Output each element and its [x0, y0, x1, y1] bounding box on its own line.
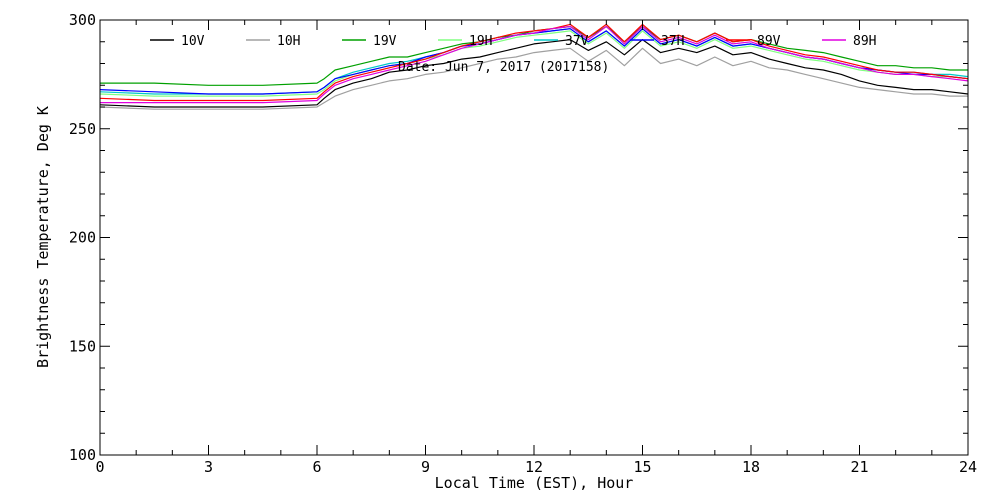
tick-layer: 0 3 6 9 12 15 18 21 24 100 150 200 250 300 — [69, 11, 977, 476]
series-layer — [99, 23, 969, 110]
legend: 10V 10H 19V 19H 37V 37H 89V 89H — [150, 34, 876, 49]
legend-label-10v: 10V — [181, 34, 205, 49]
legend-label-89v: 89V — [757, 34, 781, 49]
x-tick-label: 0 — [95, 458, 104, 476]
y-tick-label: 200 — [69, 229, 96, 247]
x-tick-label: 21 — [850, 458, 868, 476]
y-axis-label: Brightness Temperature, Deg K — [34, 106, 52, 368]
x-tick-label: 18 — [742, 458, 760, 476]
series-line-19v — [100, 25, 968, 86]
legend-label-19v: 19V — [373, 34, 397, 49]
series-line-10v — [99, 38, 969, 108]
x-tick-label: 15 — [633, 458, 651, 476]
series-line-10h — [99, 47, 968, 110]
legend-label-89h: 89H — [853, 34, 876, 49]
x-axis-label: Local Time (EST), Hour — [435, 474, 634, 492]
x-tick-label: 9 — [421, 458, 430, 476]
chart-subtitle: Date: Jun 7, 2017 (2017158) — [398, 60, 609, 75]
y-tick-label: 150 — [69, 337, 96, 355]
series-line-89v — [99, 23, 969, 102]
y-tick-label: 250 — [69, 120, 96, 138]
y-tick-label: 300 — [69, 11, 96, 29]
legend-label-37v: 37V — [565, 34, 589, 49]
legend-label-37h: 37H — [661, 34, 684, 49]
x-tick-label: 3 — [204, 458, 213, 476]
x-tick-label: 12 — [525, 458, 543, 476]
legend-label-10h: 10H — [277, 34, 300, 49]
series-line-89h — [100, 25, 969, 104]
y-tick-label: 100 — [69, 446, 96, 464]
x-tick-label: 24 — [959, 458, 977, 476]
x-tick-label: 6 — [312, 458, 321, 476]
legend-label-19h: 19H — [469, 34, 492, 49]
